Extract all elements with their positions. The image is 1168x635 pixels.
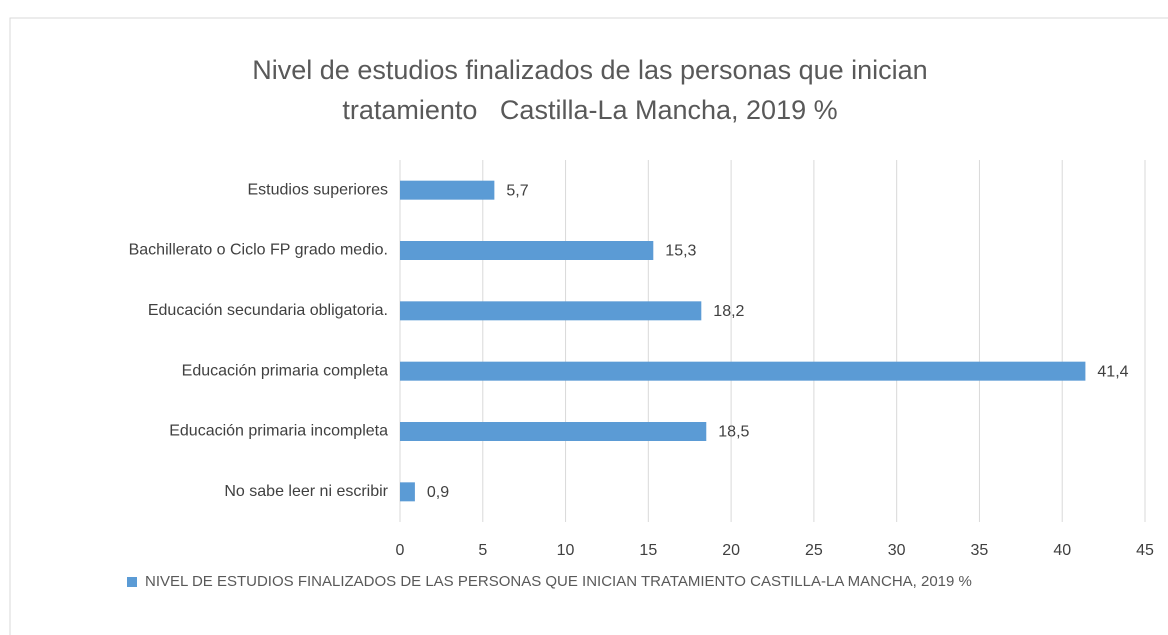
bar: [400, 482, 415, 502]
legend-label: NIVEL DE ESTUDIOS FINALIZADOS DE LAS PER…: [145, 573, 972, 590]
x-tick-label: 20: [722, 542, 740, 559]
data-label: 15,3: [665, 243, 696, 260]
y-tick-label: Educación secundaria obligatoria.: [148, 302, 388, 319]
x-tick-label: 45: [1136, 542, 1154, 559]
y-tick-label: No sabe leer ni escribir: [224, 483, 388, 500]
chart-title: Nivel de estudios finalizados de las per…: [252, 55, 936, 125]
y-tick-label: Estudios superiores: [247, 181, 388, 198]
data-label: 5,7: [506, 182, 528, 199]
x-tick-label: 0: [396, 542, 405, 559]
x-tick-label: 35: [971, 542, 989, 559]
y-tick-label: Educación primaria completa: [182, 362, 388, 379]
bar: [400, 180, 495, 200]
x-tick-label: 15: [639, 542, 657, 559]
data-label: 18,5: [718, 424, 749, 441]
x-tick-label: 5: [478, 542, 487, 559]
data-label: 41,4: [1097, 363, 1128, 380]
x-tick-label: 25: [805, 542, 823, 559]
legend: NIVEL DE ESTUDIOS FINALIZADOS DE LAS PER…: [127, 568, 1107, 596]
bar: [400, 241, 654, 260]
bar: [400, 361, 1086, 381]
y-tick-label: Educación primaria incompleta: [169, 423, 388, 440]
y-tick-label: Bachillerato o Ciclo FP grado medio.: [129, 242, 388, 259]
data-label: 18,2: [713, 303, 744, 320]
chart-border: [9, 17, 1168, 635]
bar: [400, 422, 707, 441]
x-tick-label: 40: [1053, 542, 1071, 559]
x-tick-label: 30: [888, 542, 906, 559]
data-label: 0,9: [427, 484, 449, 501]
bar: [400, 301, 702, 321]
x-tick-label: 10: [557, 542, 575, 559]
legend-swatch: [127, 577, 137, 587]
